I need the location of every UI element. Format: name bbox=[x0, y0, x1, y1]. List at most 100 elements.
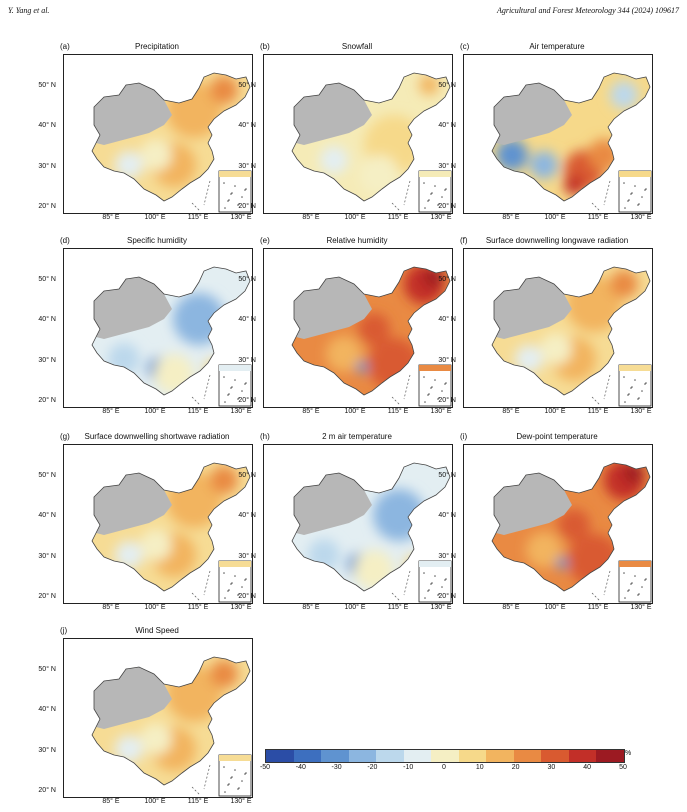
inset-island-dot bbox=[223, 572, 225, 574]
inset-island-dot bbox=[230, 583, 232, 585]
map-panel-2m-air-temperature: (h) 2 m air temperature 50° N 40° N 30° N 20°… bbox=[238, 432, 454, 612]
china-outline bbox=[91, 72, 251, 202]
inset-island-dot bbox=[234, 379, 236, 381]
colorbar-segment bbox=[541, 750, 569, 762]
colorbar-tick-label: -40 bbox=[295, 764, 306, 771]
latitude-label: 30° N bbox=[238, 357, 256, 364]
panel-title: Precipitation bbox=[134, 42, 180, 51]
panel-letter: (g) bbox=[60, 432, 70, 441]
panel-title: Surface downwelling longwave radiation bbox=[485, 236, 629, 245]
longitude-label: 130° E bbox=[230, 604, 252, 611]
latitude-label: 20° N bbox=[438, 203, 456, 210]
panel-title: Air temperature bbox=[529, 42, 585, 51]
inset-island-dot bbox=[641, 196, 643, 198]
longitude-label: 85° E bbox=[502, 408, 520, 415]
inset-island-dot bbox=[223, 182, 225, 184]
inset-island-dot bbox=[231, 776, 233, 778]
maritime-boundary-dashes bbox=[591, 374, 611, 406]
map-field-blob bbox=[358, 313, 390, 345]
map-field-blob bbox=[140, 723, 172, 755]
longitude-label: 100° E bbox=[144, 408, 166, 415]
inset-island-dot bbox=[241, 780, 243, 782]
latitude-label: 40° N bbox=[438, 512, 456, 519]
inset-island-dot bbox=[438, 397, 440, 399]
inset-island-dot bbox=[634, 575, 636, 577]
inset-island-dot bbox=[641, 390, 643, 392]
inset-island-dot bbox=[424, 401, 426, 403]
panel-title: Surface downwelling shortwave radiation bbox=[84, 432, 230, 441]
no-data-region bbox=[94, 667, 172, 729]
inset-island-dot bbox=[431, 582, 433, 584]
inset-island-dot bbox=[238, 397, 240, 399]
latitude-label: 30° N bbox=[438, 357, 456, 364]
inset-island-dot bbox=[641, 586, 643, 588]
colorbar-tick-label: 10 bbox=[475, 764, 484, 771]
china-map bbox=[291, 462, 452, 603]
inset-island-dot bbox=[444, 383, 446, 385]
inset-island-dot bbox=[631, 386, 633, 388]
longitude-label: 100° E bbox=[344, 214, 366, 221]
inset-island-dot bbox=[438, 593, 440, 595]
inset-island-dot bbox=[234, 575, 236, 577]
inset-island-dot bbox=[445, 578, 447, 580]
inset-island-dot bbox=[424, 597, 426, 599]
latitude-label: 20° N bbox=[38, 593, 56, 600]
inset-coast-strip bbox=[219, 171, 251, 177]
inset-island-dot bbox=[624, 597, 626, 599]
inset-island-dot bbox=[423, 376, 425, 378]
panel-title: 2 m air temperature bbox=[322, 432, 392, 441]
south-china-sea-inset bbox=[218, 170, 252, 213]
longitude-label: 100° E bbox=[344, 604, 366, 611]
china-map bbox=[291, 72, 452, 213]
longitude-label: 115° E bbox=[187, 214, 209, 221]
south-china-sea-inset bbox=[618, 364, 652, 407]
panel-title: Specific humidity bbox=[126, 236, 188, 245]
map-field-blob bbox=[558, 509, 590, 541]
maritime-boundary-dashes bbox=[191, 374, 211, 406]
inset-island-dot bbox=[441, 586, 443, 588]
map-field-blob bbox=[210, 76, 238, 104]
china-map bbox=[91, 266, 252, 407]
map-field-blob bbox=[610, 270, 638, 298]
map-frame bbox=[63, 444, 253, 604]
inset-island-dot bbox=[234, 769, 236, 771]
latitude-label: 50° N bbox=[438, 472, 456, 479]
longitude-label: 115° E bbox=[587, 604, 609, 611]
inset-island-dot bbox=[224, 401, 226, 403]
south-china-sea-inset bbox=[418, 170, 452, 213]
inset-island-dot bbox=[245, 382, 247, 384]
panel-title: Dew-point temperature bbox=[516, 432, 598, 441]
inset-coast-strip bbox=[619, 365, 651, 371]
map-frame bbox=[263, 444, 453, 604]
maritime-boundary-dashes bbox=[191, 764, 211, 796]
latitude-label: 50° N bbox=[38, 666, 56, 673]
longitude-label: 130° E bbox=[430, 408, 452, 415]
colorbar-tick-label: 0 bbox=[442, 764, 446, 771]
china-outline bbox=[91, 656, 251, 786]
maritime-boundary-dashes bbox=[591, 570, 611, 602]
latitude-label: 40° N bbox=[438, 122, 456, 129]
inset-coast-strip bbox=[219, 755, 251, 761]
map-field-blob bbox=[115, 151, 143, 179]
longitude-label: 130° E bbox=[430, 214, 452, 221]
map-field-blob bbox=[359, 155, 399, 195]
inset-coast-strip bbox=[619, 561, 651, 567]
china-map bbox=[491, 462, 652, 603]
longitude-label: 115° E bbox=[387, 408, 409, 415]
inset-island-dot bbox=[623, 572, 625, 574]
inset-island-dot bbox=[434, 575, 436, 577]
inset-island-dot bbox=[623, 182, 625, 184]
china-outline bbox=[91, 462, 251, 592]
inset-island-dot bbox=[237, 594, 239, 596]
map-field-blob bbox=[564, 175, 584, 195]
no-data-region bbox=[494, 277, 572, 339]
longitude-label: 130° E bbox=[630, 408, 652, 415]
map-field-blob bbox=[115, 735, 143, 763]
inset-island-dot bbox=[227, 784, 229, 786]
inset-island-dot bbox=[645, 382, 647, 384]
map-field-blob bbox=[556, 557, 568, 569]
inset-island-dot bbox=[644, 383, 646, 385]
inset-island-dot bbox=[224, 791, 226, 793]
china-outline bbox=[91, 266, 251, 396]
latitude-label: 20° N bbox=[38, 203, 56, 210]
